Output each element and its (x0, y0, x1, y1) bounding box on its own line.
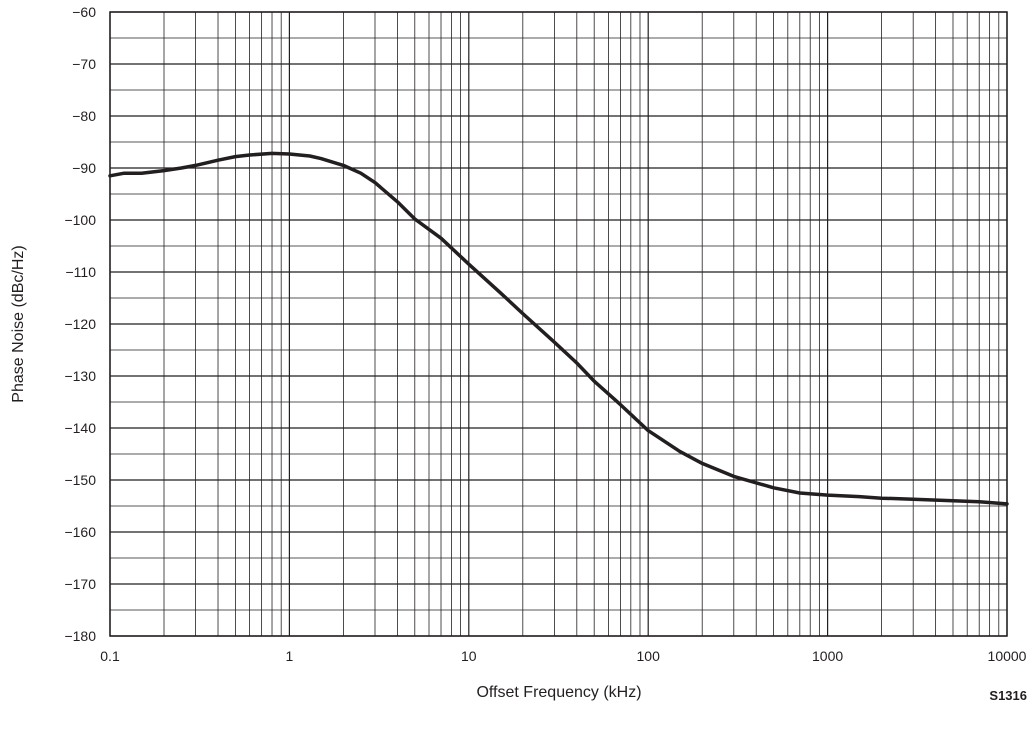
y-tick-label: −170 (64, 576, 96, 592)
x-tick-label: 1000 (812, 648, 843, 664)
x-axis-title: Offset Frequency (kHz) (476, 684, 641, 701)
plot-frame (109, 11, 1008, 637)
y-tick-label: −90 (72, 160, 96, 176)
major-gridlines (109, 11, 1008, 637)
x-tick-labels: 0.1 1 10 100 1000 10000 (100, 648, 1026, 664)
x-tick-label: 100 (637, 648, 661, 664)
phase-noise-series-line (108, 151, 1009, 506)
x-tick-label: 0.1 (100, 648, 120, 664)
figure-id-label: S1316 (989, 688, 1027, 703)
y-tick-label: −180 (64, 628, 96, 644)
y-axis-title: Phase Noise (dBc/Hz) (10, 245, 27, 402)
y-tick-label: −160 (64, 524, 96, 540)
y-tick-label: −130 (64, 368, 96, 384)
x-tick-label: 10 (461, 648, 477, 664)
y-tick-label: −80 (72, 108, 96, 124)
y-tick-label: −140 (64, 420, 96, 436)
x-tick-label: 1 (286, 648, 294, 664)
y-tick-label: −100 (64, 212, 96, 228)
y-tick-label: −70 (72, 56, 96, 72)
y-tick-label: −110 (66, 264, 97, 280)
y-tick-label: −120 (64, 316, 96, 332)
y-tick-label: −150 (64, 472, 96, 488)
y-tick-label: −60 (72, 4, 96, 20)
y-tick-labels: −60 −70 −80 −90 −100 −110 −120 −130 −140 −150 −160… (64, 4, 96, 644)
x-tick-label: 10000 (988, 648, 1027, 664)
